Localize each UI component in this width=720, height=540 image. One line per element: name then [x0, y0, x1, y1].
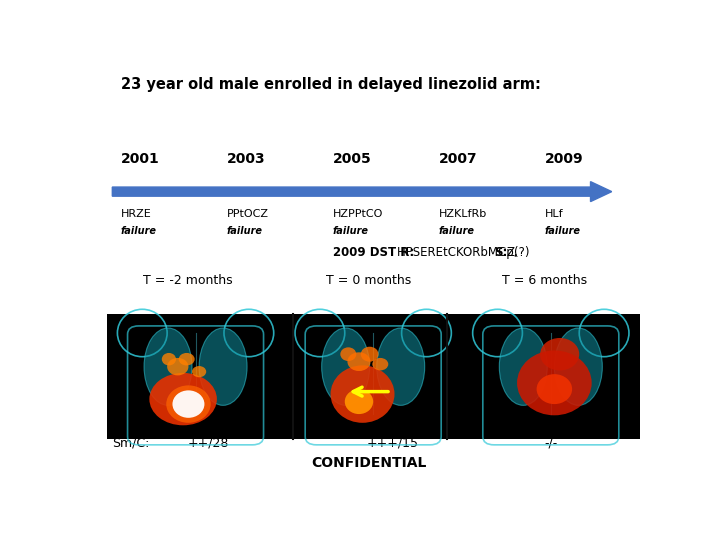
Text: 2009 DST R:: 2009 DST R: — [333, 246, 414, 259]
Ellipse shape — [499, 328, 547, 406]
Ellipse shape — [322, 328, 369, 406]
Text: T = -2 months: T = -2 months — [143, 274, 233, 287]
Text: CONFIDENTIAL: CONFIDENTIAL — [311, 456, 427, 470]
Ellipse shape — [554, 328, 603, 406]
Text: +++/15: +++/15 — [366, 436, 418, 449]
Text: Z(?): Z(?) — [507, 246, 531, 259]
Text: HZKLfRb: HZKLfRb — [438, 209, 487, 219]
Ellipse shape — [377, 328, 425, 406]
Ellipse shape — [361, 347, 379, 362]
Text: S:: S: — [495, 246, 508, 259]
Ellipse shape — [372, 358, 388, 370]
Text: 2005: 2005 — [333, 152, 372, 166]
Text: 2001: 2001 — [121, 152, 159, 166]
Text: 2003: 2003 — [227, 152, 266, 166]
Ellipse shape — [330, 366, 395, 423]
Ellipse shape — [149, 373, 217, 426]
Text: 2009: 2009 — [545, 152, 583, 166]
Ellipse shape — [173, 390, 204, 418]
Text: 2007: 2007 — [438, 152, 477, 166]
Ellipse shape — [345, 389, 373, 414]
Text: failure: failure — [333, 226, 369, 236]
Text: T = 6 months: T = 6 months — [503, 274, 588, 287]
Text: failure: failure — [121, 226, 157, 236]
Ellipse shape — [179, 353, 194, 366]
Ellipse shape — [341, 347, 356, 361]
Text: 23 year old male enrolled in delayed linezolid arm:: 23 year old male enrolled in delayed lin… — [121, 77, 541, 92]
Ellipse shape — [348, 352, 371, 371]
Text: ++/28: ++/28 — [188, 436, 229, 449]
Ellipse shape — [144, 328, 192, 406]
Ellipse shape — [167, 358, 189, 375]
Text: failure: failure — [438, 226, 474, 236]
Ellipse shape — [540, 338, 579, 370]
Ellipse shape — [162, 353, 176, 366]
Ellipse shape — [192, 366, 206, 377]
Text: HRZE: HRZE — [121, 209, 151, 219]
Text: HZPPtCO: HZPPtCO — [333, 209, 383, 219]
Ellipse shape — [199, 328, 247, 406]
Bar — [107, 314, 639, 439]
Text: failure: failure — [227, 226, 263, 236]
Ellipse shape — [517, 350, 592, 415]
Text: T = 0 months: T = 0 months — [326, 274, 412, 287]
FancyArrow shape — [112, 181, 612, 201]
Ellipse shape — [536, 374, 572, 404]
Text: Sm/C:: Sm/C: — [112, 436, 150, 449]
Text: -/-: -/- — [545, 436, 558, 449]
Text: failure: failure — [545, 226, 581, 236]
Ellipse shape — [166, 386, 211, 423]
Text: PPtOCZ: PPtOCZ — [227, 209, 269, 219]
Text: HLf: HLf — [545, 209, 563, 219]
Text: HPSEREtCKORbMCp,: HPSEREtCKORbMCp, — [397, 246, 521, 259]
